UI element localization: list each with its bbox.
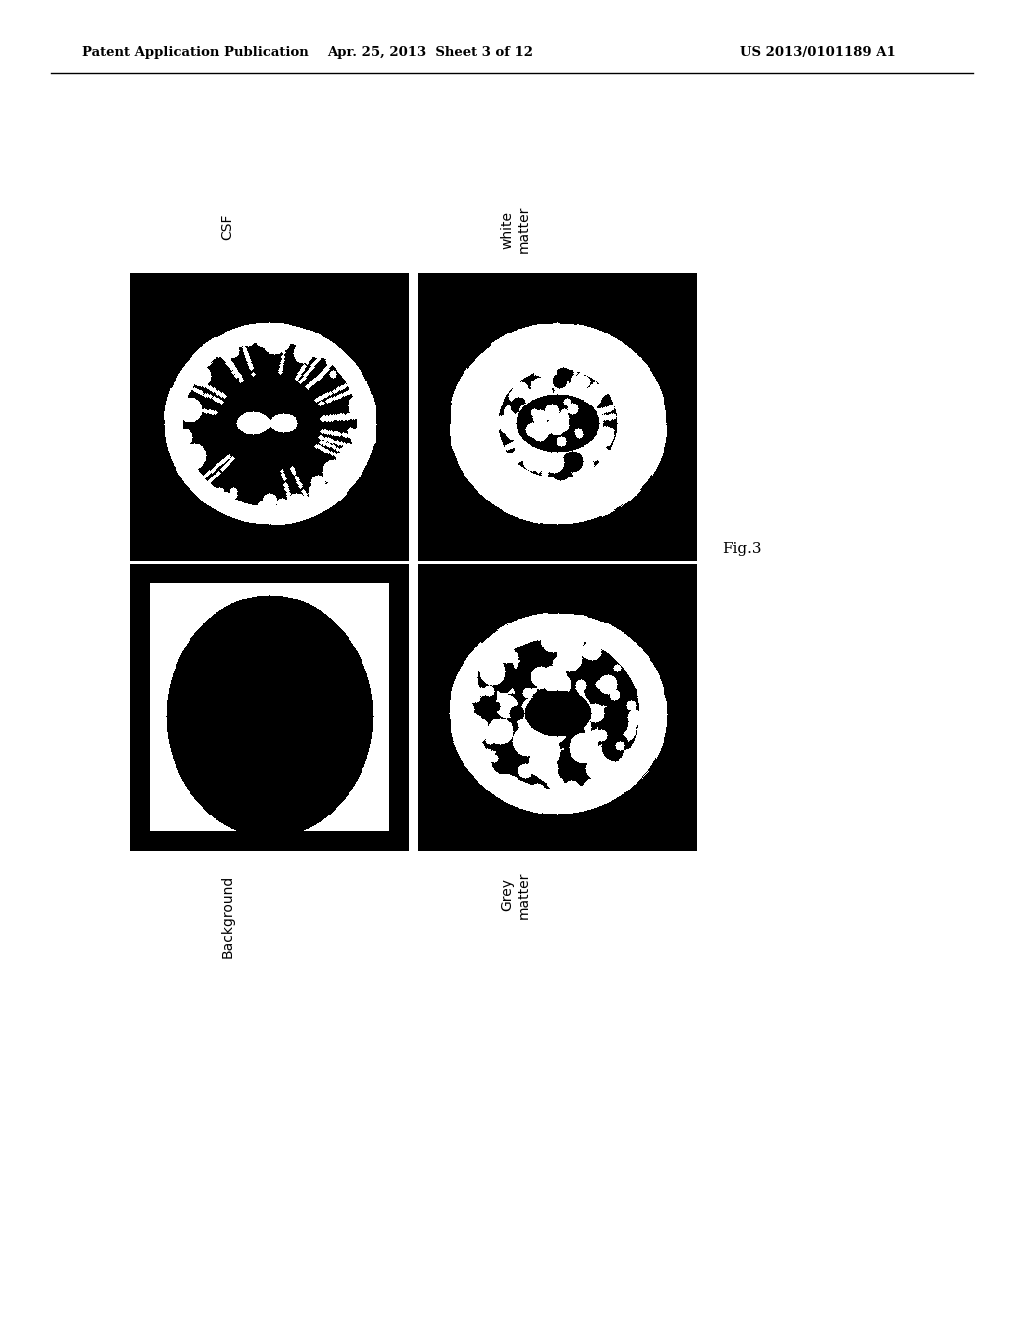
Text: CSF: CSF <box>220 214 234 240</box>
Text: US 2013/0101189 A1: US 2013/0101189 A1 <box>740 46 896 59</box>
Text: Fig.3: Fig.3 <box>722 543 762 556</box>
Text: Apr. 25, 2013  Sheet 3 of 12: Apr. 25, 2013 Sheet 3 of 12 <box>327 46 534 59</box>
Text: Patent Application Publication: Patent Application Publication <box>82 46 308 59</box>
Text: Grey
matter: Grey matter <box>500 871 530 919</box>
Text: Background: Background <box>220 875 234 958</box>
Text: white
matter: white matter <box>500 206 530 253</box>
